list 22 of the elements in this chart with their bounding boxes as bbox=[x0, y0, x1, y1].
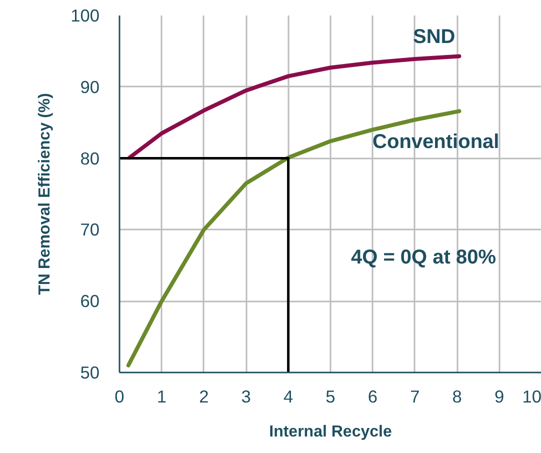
y-tick-label: 80 bbox=[80, 148, 100, 168]
y-tick-label: 90 bbox=[80, 76, 100, 97]
x-axis-title: Internal Recycle bbox=[269, 424, 392, 440]
x-tick-label: 10 bbox=[522, 386, 541, 406]
series-label: Conventional bbox=[372, 131, 500, 154]
x-tick-label: 1 bbox=[156, 386, 167, 406]
y-tick-label: 60 bbox=[80, 291, 100, 312]
x-tick-label: 2 bbox=[199, 386, 209, 406]
y-tick-label: 50 bbox=[80, 362, 100, 382]
x-tick-label: 5 bbox=[326, 386, 336, 406]
x-tick-label: 9 bbox=[494, 386, 504, 406]
series-label: SND bbox=[412, 26, 456, 48]
y-tick-label: 70 bbox=[80, 220, 100, 240]
x-tick-label: 6 bbox=[368, 386, 378, 406]
x-tick-label: 0 bbox=[114, 386, 124, 406]
y-axis-title: TN Removal Efficiency (%) bbox=[36, 93, 54, 295]
x-tick-label: 8 bbox=[452, 386, 462, 406]
x-tick-label: 7 bbox=[410, 386, 420, 406]
x-tick-label: 3 bbox=[241, 386, 251, 406]
y-tick-label: 100 bbox=[70, 6, 100, 26]
x-tick-label: 4 bbox=[283, 386, 294, 406]
annotation: 4Q = 0Q at 80% bbox=[350, 246, 496, 268]
